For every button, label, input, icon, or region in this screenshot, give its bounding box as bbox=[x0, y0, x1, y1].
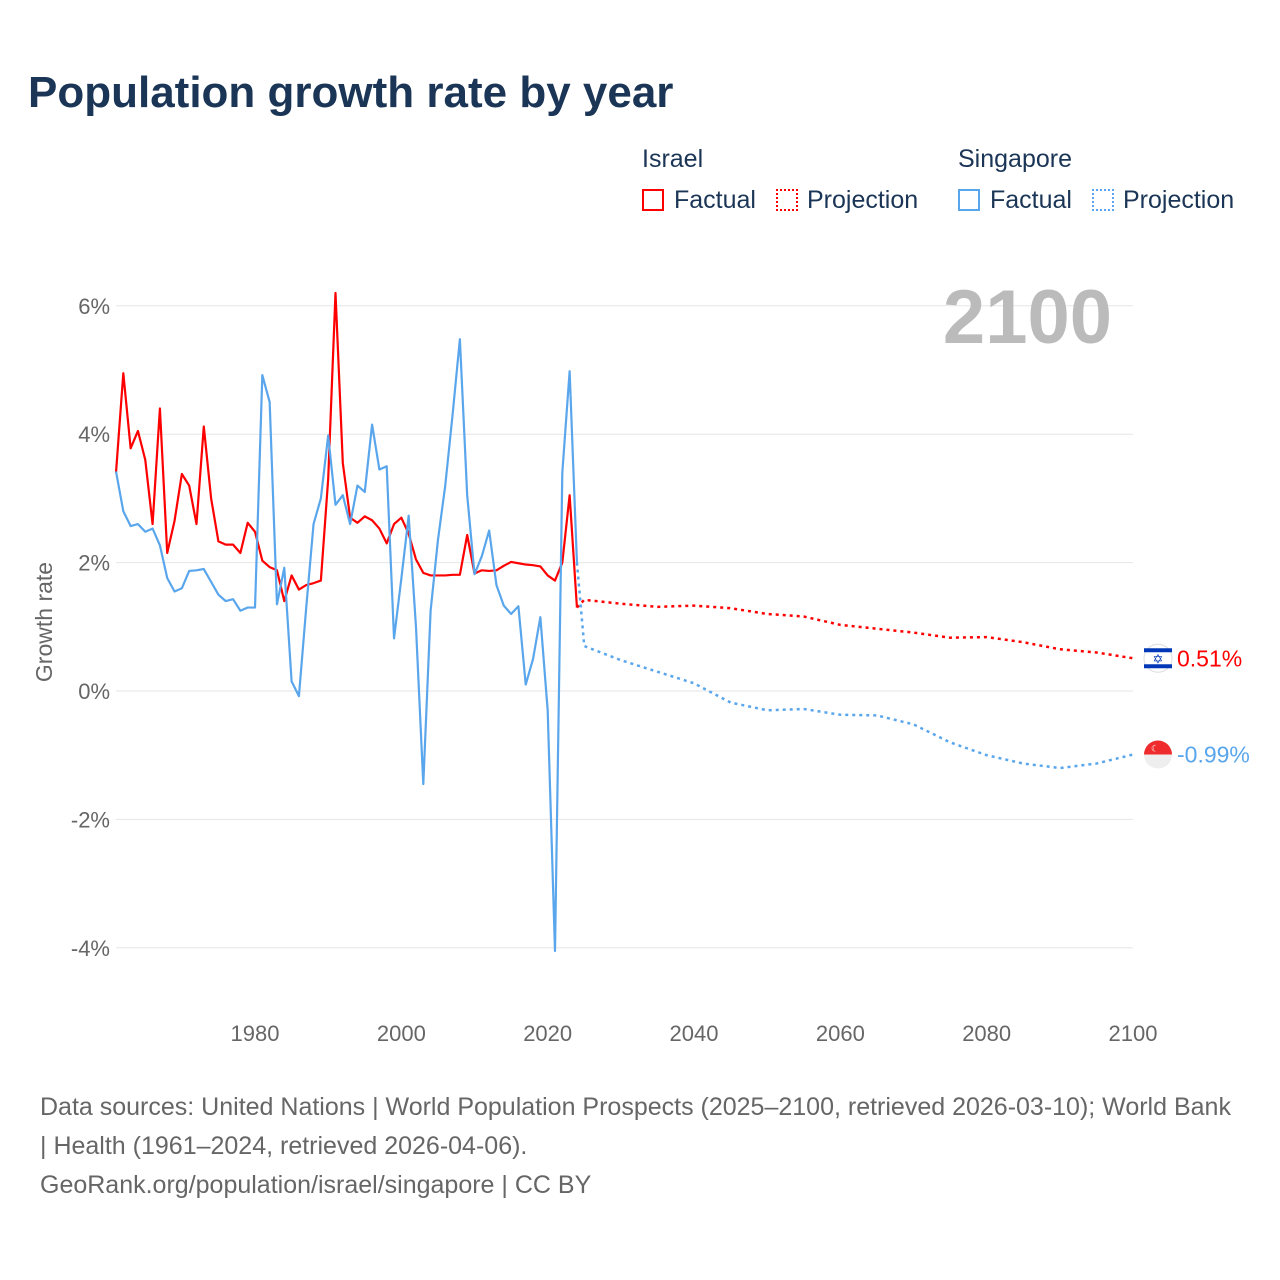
israel-flag-stripe bbox=[1144, 648, 1172, 653]
x-tick-label: 2080 bbox=[962, 1021, 1011, 1046]
y-tick-label: -2% bbox=[71, 807, 110, 832]
legend-group-israel: Israel bbox=[642, 145, 704, 173]
legend-swatch-israel-projection bbox=[776, 189, 798, 211]
series-singapore-projection bbox=[575, 562, 1134, 770]
crescent-icon: ☾ bbox=[1151, 744, 1159, 754]
series-israel-projection bbox=[576, 598, 1134, 660]
year-label: 2100 bbox=[943, 275, 1112, 360]
singapore-flag-red bbox=[1144, 740, 1172, 755]
series-singapore-factual bbox=[114, 338, 579, 953]
y-tick-label: 4% bbox=[78, 422, 110, 447]
star-of-david-icon: ✡ bbox=[1153, 651, 1164, 666]
x-tick-label: 2040 bbox=[670, 1021, 719, 1046]
end-label-singapore: -0.99% bbox=[1177, 742, 1250, 768]
data-sources: Data sources: United Nations | World Pop… bbox=[40, 1093, 1231, 1160]
legend-singapore-projection[interactable]: Projection bbox=[1123, 186, 1235, 214]
chart-title: Population growth rate by year bbox=[28, 68, 674, 117]
y-tick-label: 2% bbox=[78, 551, 110, 576]
israel-flag-stripe bbox=[1144, 664, 1172, 669]
legend-israel-factual[interactable]: Factual bbox=[674, 186, 756, 214]
series-israel-factual bbox=[114, 291, 579, 608]
x-tick-label: 1980 bbox=[231, 1021, 280, 1046]
x-tick-label: 2060 bbox=[816, 1021, 865, 1046]
x-tick-label: 2000 bbox=[377, 1021, 426, 1046]
x-tick-label: 2100 bbox=[1109, 1021, 1158, 1046]
footer: Data sources: United Nations | World Pop… bbox=[40, 1088, 1240, 1205]
x-tick-label: 2020 bbox=[523, 1021, 572, 1046]
end-label-israel: 0.51% bbox=[1177, 645, 1242, 671]
y-tick-label: -4% bbox=[71, 936, 110, 961]
legend-group-singapore: Singapore bbox=[958, 145, 1072, 173]
legend-swatch-israel-factual bbox=[642, 189, 664, 211]
y-tick-label: 6% bbox=[78, 294, 110, 319]
legend-israel-projection[interactable]: Projection bbox=[807, 186, 919, 214]
legend-swatch-singapore-projection bbox=[1092, 189, 1114, 211]
source-link[interactable]: GeoRank.org/population/israel/singapore … bbox=[40, 1171, 592, 1199]
legend-singapore-factual[interactable]: Factual bbox=[990, 186, 1072, 214]
y-axis-label: Growth rate bbox=[31, 562, 57, 682]
legend-swatch-singapore-factual bbox=[958, 189, 980, 211]
plot-area: 6% 4% 2% 0% -2% -4% 1980 2000 2020 2040 2060 2080 21… bbox=[31, 275, 1250, 1046]
y-tick-label: 0% bbox=[78, 679, 110, 704]
